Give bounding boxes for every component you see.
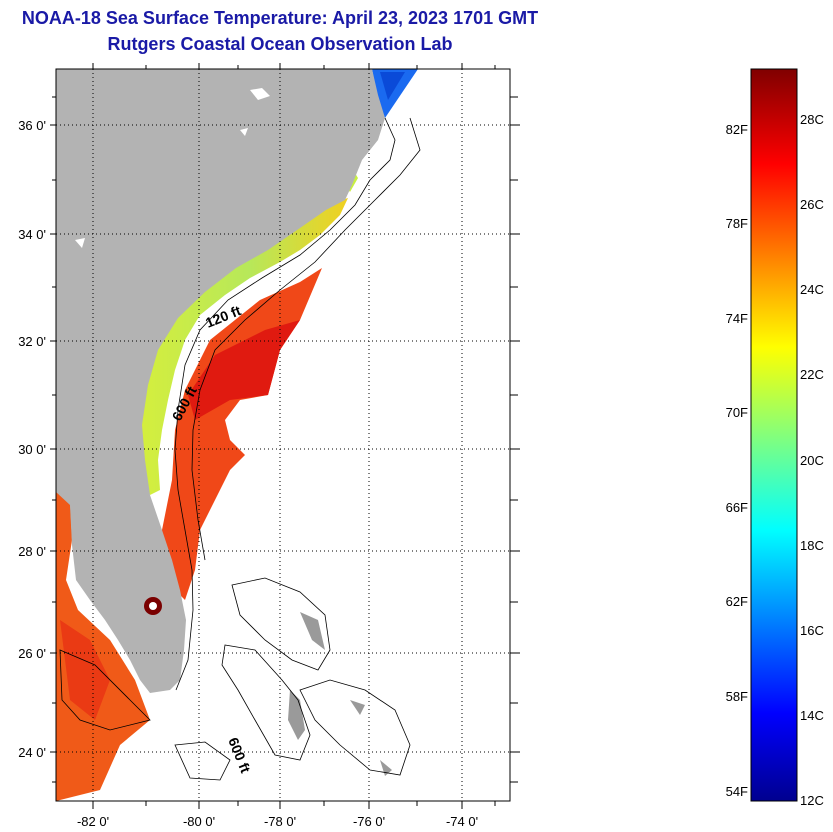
latitude-label: 32 0' [18, 334, 46, 349]
colorbar-fahrenheit-label: 70F [725, 405, 748, 421]
gulf-sst-region [56, 490, 150, 801]
colorbar-fahrenheit-label: 54F [725, 783, 748, 799]
colorbar-celsius-label: 28C [800, 112, 824, 128]
colorbar-celsius-label: 26C [800, 197, 824, 213]
map-subtitle: Rutgers Coastal Ocean Observation Lab [107, 34, 453, 54]
longitude-label: -76 0' [353, 814, 385, 829]
colorbar-celsius-label: 12C [800, 793, 824, 808]
latitude-label: 36 0' [18, 118, 46, 133]
shelf-water-sst-region [128, 198, 348, 495]
colorbar-celsius-label: 18C [800, 537, 824, 553]
colorbar [750, 68, 798, 802]
land-mass [56, 69, 385, 693]
map-title: NOAA-18 Sea Surface Temperature: April 2… [21, 8, 539, 28]
colorbar-fahrenheit-label: 58F [725, 688, 748, 704]
bathymetry-contours [59, 117, 421, 781]
latitude-label: 34 0' [18, 227, 46, 242]
axis-ticks: 36 0' 34 0' 32 0' 30 0' 28 0' 26 0' 24 0' -82 0… [18, 63, 520, 829]
longitude-label: -82 0' [77, 814, 109, 829]
latitude-label: 26 0' [18, 646, 46, 661]
colorbar-fahrenheit-label: 62F [725, 594, 748, 610]
colorbar-celsius-label: 20C [800, 452, 824, 468]
latitude-label: 24 0' [18, 745, 46, 760]
colorbar-celsius-label: 14C [800, 707, 824, 723]
gulf-stream-sst-region [160, 268, 322, 600]
colorbar-celsius-label: 24C [800, 282, 824, 298]
longitude-label: -78 0' [264, 814, 296, 829]
colorbar-celsius-label: 22C [800, 367, 824, 383]
latitude-label: 30 0' [18, 442, 46, 457]
colorbar-fahrenheit-label: 74F [725, 310, 748, 326]
colorbar-celsius-label: 16C [800, 622, 824, 638]
longitude-label: -74 0' [446, 814, 478, 829]
colorbar-fahrenheit-label: 82F [725, 121, 748, 137]
latitude-label: 28 0' [18, 544, 46, 559]
colorbar-fahrenheit-label: 78F [725, 216, 748, 232]
colorbar-fahrenheit-label: 66F [725, 499, 748, 515]
longitude-label: -80 0' [183, 814, 215, 829]
